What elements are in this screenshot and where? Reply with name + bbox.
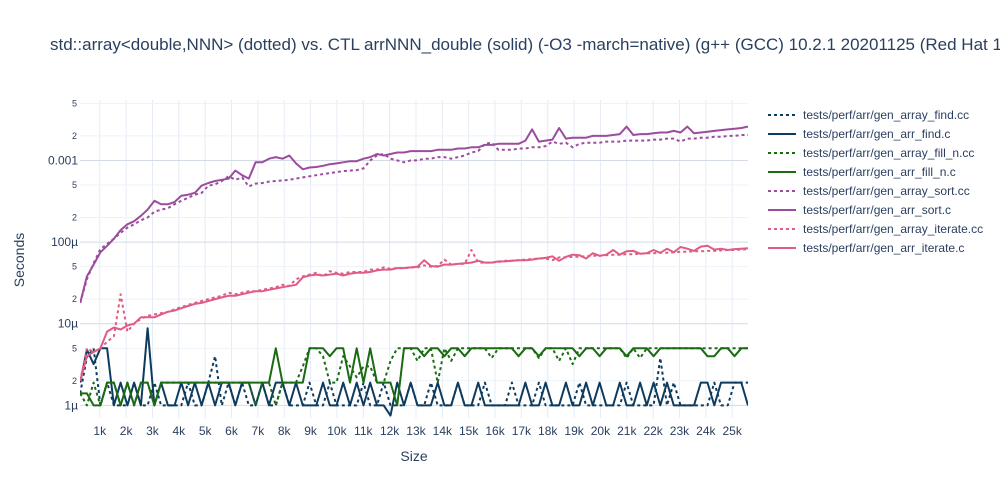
x-tick-label: 24k	[696, 424, 716, 438]
x-tick-label: 15k	[459, 424, 479, 438]
x-tick-label: 21k	[617, 424, 637, 438]
x-tick-label: 11k	[354, 424, 373, 438]
legend-label[interactable]: tests/perf/arr/gen_array_iterate.cc	[803, 222, 983, 236]
legend-label[interactable]: tests/perf/arr/gen_array_fill_n.cc	[803, 146, 974, 160]
series-line	[80, 125, 748, 304]
y-minor-tick-label: 5	[72, 180, 77, 190]
series-line	[80, 134, 748, 304]
x-tick-label: 22k	[643, 424, 663, 438]
x-tick-label: 20k	[591, 424, 611, 438]
x-tick-label: 10k	[327, 424, 347, 438]
y-minor-tick-label: 2	[72, 376, 77, 386]
x-tick-label: 8k	[278, 424, 292, 438]
x-tick-label: 5k	[199, 424, 213, 438]
legend-label[interactable]: tests/perf/arr/gen_array_find.cc	[803, 108, 969, 122]
x-tick-label: 13k	[406, 424, 426, 438]
y-tick-label: 1µ	[64, 398, 78, 412]
x-tick-label: 2k	[120, 424, 134, 438]
x-tick-label: 14k	[433, 424, 453, 438]
series-line	[80, 327, 748, 417]
y-minor-tick-label: 2	[72, 131, 77, 141]
y-axis-ticks: 2 5 2 5 2 5 2 5 1µ 10µ 100µ 0.001	[48, 98, 78, 412]
y-minor-tick-label: 5	[72, 262, 77, 272]
x-tick-label: 18k	[538, 424, 558, 438]
x-tick-label: 23k	[670, 424, 690, 438]
y-minor-tick-label: 5	[72, 343, 77, 353]
legend-label[interactable]: tests/perf/arr/gen_arr_sort.c	[803, 203, 951, 217]
y-tick-label: 10µ	[58, 317, 78, 331]
x-tick-label: 1k	[93, 424, 107, 438]
legend-label[interactable]: tests/perf/arr/gen_arr_iterate.c	[803, 241, 964, 255]
y-tick-label: 100µ	[51, 235, 78, 249]
x-tick-label: 6k	[225, 424, 239, 438]
grid	[80, 100, 748, 418]
series-layer	[80, 125, 748, 417]
legend: tests/perf/arr/gen_array_find.cc tests/pe…	[768, 108, 983, 255]
x-tick-label: 16k	[485, 424, 505, 438]
x-axis-title: Size	[400, 448, 427, 464]
y-minor-tick-label: 2	[72, 213, 77, 223]
x-axis-ticks: 1k 2k 3k 4k 5k 6k 7k 8k 9k 10k 11k 12k 13k 14k 15k 16k 1…	[93, 424, 742, 438]
x-tick-label: 3k	[146, 424, 160, 438]
x-tick-label: 9k	[304, 424, 318, 438]
y-minor-tick-label: 2	[72, 294, 77, 304]
y-minor-tick-label: 5	[72, 98, 77, 108]
series-line	[80, 347, 748, 407]
chart-title: std::array<double,NNN> (dotted) vs. CTL …	[50, 35, 1000, 54]
x-tick-label: 17k	[512, 424, 532, 438]
legend-label[interactable]: tests/perf/arr/gen_arr_find.c	[803, 127, 950, 141]
x-tick-label: 25k	[723, 424, 743, 438]
legend-label[interactable]: tests/perf/arr/gen_arr_fill_n.c	[803, 165, 956, 179]
y-tick-label: 0.001	[48, 153, 78, 167]
x-tick-label: 12k	[380, 424, 400, 438]
x-tick-label: 19k	[564, 424, 584, 438]
y-axis-title: Seconds	[11, 233, 27, 287]
x-tick-label: 4k	[172, 424, 186, 438]
x-tick-label: 7k	[252, 424, 266, 438]
series-line	[80, 244, 748, 382]
legend-label[interactable]: tests/perf/arr/gen_array_sort.cc	[803, 184, 970, 198]
